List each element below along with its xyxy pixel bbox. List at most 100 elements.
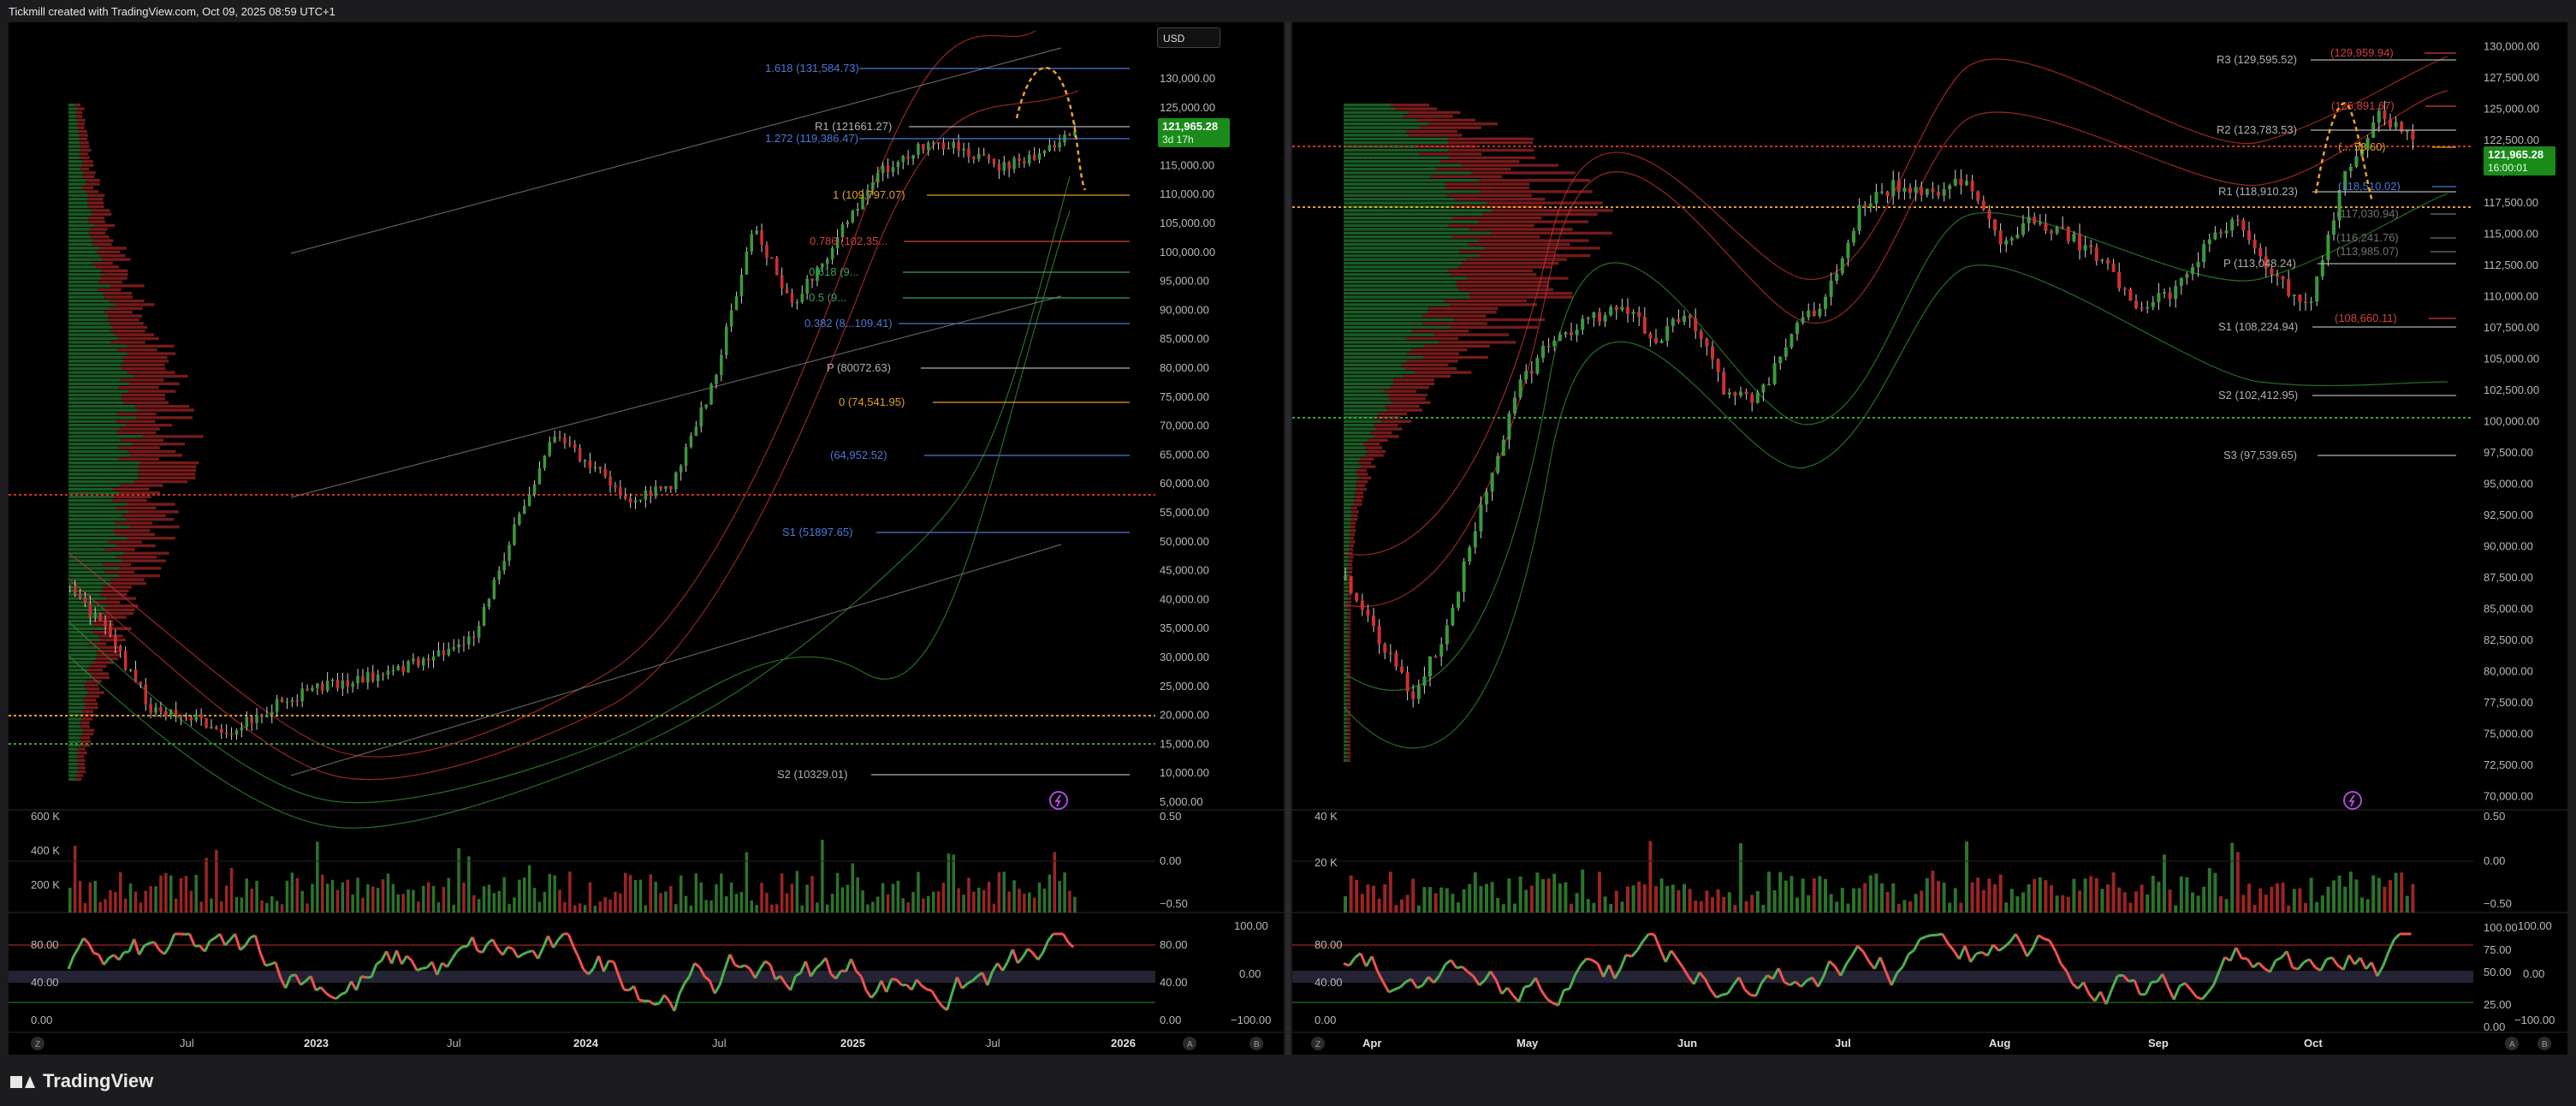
candle-body [1360, 600, 1364, 610]
left-chart-canvas[interactable]: 130,000.00125,000.00120,000.00115,000.00… [9, 22, 1284, 1055]
volume-profile-bar [1344, 487, 1356, 491]
volume-profile-bar [68, 212, 92, 216]
volume-profile-bar [77, 107, 85, 110]
candle-body [543, 455, 547, 468]
volume-profile-bar [85, 694, 100, 699]
right-chart-canvas[interactable]: 132,500.00130,000.00127,500.00125,000.00… [1292, 9, 2567, 1055]
rsi-line-segment [1517, 986, 1526, 1002]
candle-body [952, 141, 955, 148]
left-chart-panel[interactable]: 130,000.00125,000.00120,000.00115,000.00… [9, 22, 1284, 1055]
candle-body [1925, 188, 1929, 195]
candle-body [1485, 491, 1488, 505]
volume-bar [669, 886, 673, 913]
candle-body [1846, 242, 1850, 259]
rsi-line-segment [880, 980, 888, 993]
rsi-line-segment [1975, 950, 1983, 955]
volume-profile-bar [1406, 129, 1457, 134]
right-chart-panel[interactable]: 132,500.00130,000.00127,500.00125,000.00… [1292, 9, 2567, 1055]
volume-bar [361, 897, 365, 913]
volume-bar [2038, 877, 2042, 913]
rsi-line-segment [264, 963, 271, 967]
volume-profile-bar [107, 318, 139, 322]
rsi-axis-label: 75.00 [2484, 943, 2512, 956]
volume-bar [1801, 878, 1805, 913]
volume-bar [770, 904, 774, 913]
oscillator-axis-label: −0.50 [2484, 897, 2512, 910]
currency-selector[interactable]: USD [1157, 27, 1220, 48]
volume-bar [220, 901, 223, 913]
volume-profile-bar [136, 416, 193, 419]
volume-profile-bar [1348, 562, 1352, 567]
pane-divider[interactable] [1285, 22, 1291, 1055]
volume-profile-bar [68, 465, 139, 468]
volume-profile-bar [110, 341, 145, 344]
volume-profile-bar [1344, 284, 1457, 288]
fib-level-label: (108,660.11) [2335, 312, 2397, 324]
volume-bar [407, 889, 410, 913]
volume-profile-bar [1344, 269, 1448, 272]
volume-bar [805, 884, 809, 913]
volume-profile-bar [1347, 683, 1351, 687]
candle-body [583, 460, 587, 462]
volume-profile-bar [83, 699, 97, 702]
rsi-line-segment [1861, 950, 1871, 962]
price-axis-label: 60,000.00 [1160, 477, 1209, 490]
volume-profile-bar [1344, 179, 1480, 182]
rsi-line-segment [2144, 981, 2153, 996]
volume-profile-bar [68, 167, 80, 171]
price-axis-label: 72,500.00 [2484, 758, 2533, 771]
rsi-line-segment [370, 963, 378, 978]
candle-body [659, 486, 662, 489]
rsi-line-segment [1653, 934, 1661, 949]
candle-body [2292, 294, 2296, 296]
candle-body [104, 620, 107, 627]
volume-profile-bar [68, 247, 101, 250]
volume-profile-bar [1344, 419, 1381, 423]
volume-profile-bar [68, 325, 112, 329]
rsi-axis-label: 100.00 [2518, 919, 2552, 932]
volume-bar [2146, 894, 2150, 913]
envelope-band [1343, 56, 2448, 556]
volume-bar [709, 900, 713, 913]
candle-body [967, 148, 970, 158]
rsi-line-segment [1376, 970, 1385, 983]
candle-body [816, 267, 819, 282]
volume-bar [1648, 841, 1653, 913]
volume-bar [821, 839, 824, 913]
rsi-line-segment [406, 954, 413, 962]
volume-profile-bar [91, 675, 110, 680]
rsi-line-segment [1806, 976, 1813, 982]
candle-body [341, 680, 345, 689]
volume-profile-bar [1347, 657, 1351, 661]
candle-body [785, 288, 789, 294]
volume-profile-bar [68, 675, 92, 680]
volume-bar [725, 895, 728, 913]
volume-profile-bar [68, 292, 104, 295]
volume-profile-bar [1344, 223, 1449, 228]
volume-profile-bar [85, 683, 98, 687]
volume-profile-bar [1457, 284, 1550, 288]
volume-bar [2027, 883, 2031, 913]
volume-bar [1018, 889, 1021, 913]
candle-body [527, 494, 531, 506]
candle-body [1993, 219, 1997, 231]
volume-bar [1818, 876, 1822, 913]
volume-profile-bar [85, 190, 99, 193]
oscillator-axis-label: −0.50 [1160, 897, 1188, 910]
rsi-line-segment [2161, 973, 2169, 989]
volume-bar [119, 872, 122, 913]
volume-profile-bar [68, 473, 139, 476]
volume-profile-bar [68, 650, 98, 653]
chart-header-title: Tickmill created with TradingView.com, O… [9, 5, 335, 18]
volume-profile-bar [1478, 220, 1589, 223]
volume-profile-bar [1347, 687, 1351, 691]
volume-profile-bar [68, 619, 93, 623]
volume-bar [1739, 843, 1742, 913]
volume-profile-bar [1383, 389, 1417, 393]
candle-body [2111, 263, 2116, 272]
candle-body [2411, 129, 2415, 140]
volume-bar [1439, 887, 1444, 913]
candle-body [1795, 323, 1799, 335]
rsi-line-segment [935, 998, 943, 1008]
volume-bar [2089, 876, 2093, 913]
